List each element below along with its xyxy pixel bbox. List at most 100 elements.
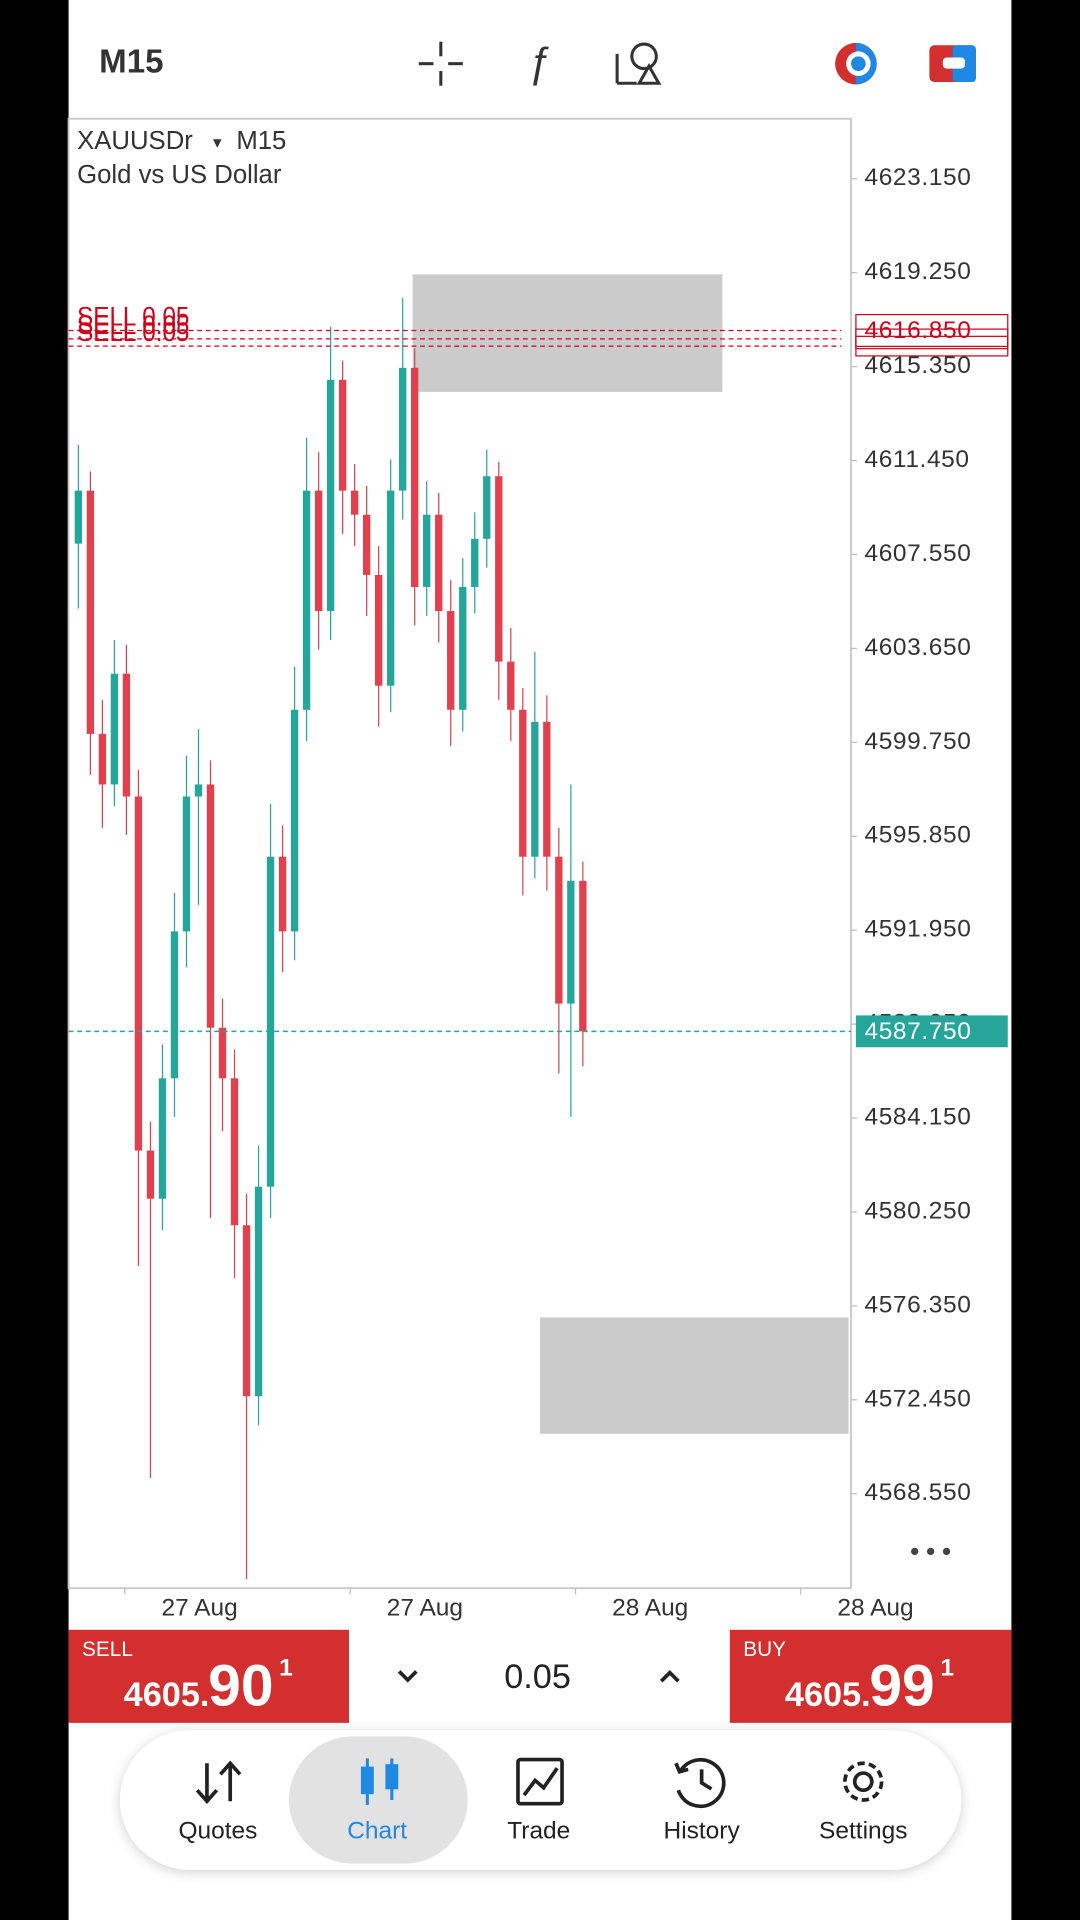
zone xyxy=(540,1317,849,1434)
candle-body xyxy=(254,1186,263,1397)
candle-body xyxy=(86,490,95,734)
candle-body xyxy=(519,709,527,857)
candle-body xyxy=(579,880,587,1032)
candle-body xyxy=(374,574,383,686)
candle-body xyxy=(471,538,479,587)
buy-button[interactable] xyxy=(729,1629,1012,1723)
candle-body xyxy=(495,476,503,662)
buy-price-main: 4605. xyxy=(785,1676,871,1714)
candle-body xyxy=(326,379,335,612)
y-tick-label: 4603.650 xyxy=(864,634,971,661)
candle-body xyxy=(74,490,83,544)
y-tick-label: 4568.550 xyxy=(864,1479,971,1506)
candle-body xyxy=(314,490,323,612)
y-tick-label: 4599.750 xyxy=(864,728,971,755)
current-price-label: 4587.750 xyxy=(864,1018,971,1045)
candle-body xyxy=(423,514,431,587)
y-tick-label: 4580.250 xyxy=(864,1197,971,1224)
history-icon[interactable] xyxy=(674,1757,726,1809)
candle-body xyxy=(302,490,311,710)
trade-nav-icon[interactable] xyxy=(516,1757,564,1806)
nav-bar xyxy=(120,1730,962,1870)
indicators-icon[interactable]: ƒ xyxy=(527,38,550,85)
x-tick-label: 28 Aug xyxy=(612,1594,688,1621)
buy-label: BUY xyxy=(743,1638,786,1661)
candle-body xyxy=(134,796,143,1151)
candle-body xyxy=(411,367,419,587)
candle-body xyxy=(194,784,203,797)
buy-price-sup: 1 xyxy=(940,1654,954,1681)
candle-body xyxy=(158,1078,167,1199)
sell-price-big: 90 xyxy=(208,1653,273,1718)
crosshair-icon[interactable] xyxy=(418,41,463,86)
y-tick-label: 4576.350 xyxy=(864,1291,971,1318)
candle-body xyxy=(338,379,347,491)
lot-decrease[interactable] xyxy=(397,1670,418,1683)
trade-icon[interactable] xyxy=(929,45,976,83)
candle-body xyxy=(290,709,299,932)
lot-size[interactable]: 0.05 xyxy=(504,1658,571,1696)
order-price-tag xyxy=(855,335,1009,357)
nav-selected xyxy=(288,1736,468,1864)
candle-body xyxy=(386,490,395,686)
nav-label[interactable]: History xyxy=(664,1817,741,1844)
quotes-icon[interactable] xyxy=(195,1760,242,1804)
order-price-label: 4616.850 xyxy=(864,317,971,344)
candle-body xyxy=(218,1027,227,1079)
x-tick-label: 27 Aug xyxy=(387,1594,463,1621)
candle-body xyxy=(266,856,275,1187)
candle-body xyxy=(543,721,551,857)
more-icon[interactable] xyxy=(911,1547,951,1556)
order-label: SELL 0.05 xyxy=(77,318,189,347)
candle-body xyxy=(483,476,491,539)
symbol-dropdown[interactable]: ▾ xyxy=(213,132,222,152)
sell-price-main: 4605. xyxy=(124,1676,210,1714)
y-tick-label: 4619.250 xyxy=(864,258,971,285)
sell-button[interactable] xyxy=(68,1629,349,1723)
y-tick-label: 4595.850 xyxy=(864,822,971,849)
candle-body xyxy=(531,721,539,857)
candle-body xyxy=(110,673,119,785)
candle-body xyxy=(399,367,407,491)
current-price-tag xyxy=(855,1015,1008,1048)
nav-label[interactable]: Chart xyxy=(347,1817,407,1844)
chart-timeframe: M15 xyxy=(236,127,286,155)
candle-body xyxy=(182,796,191,932)
chart-frame xyxy=(67,117,852,1590)
candle-body xyxy=(146,1150,155,1199)
symbol[interactable]: XAUUSDr xyxy=(77,127,193,155)
y-tick-label: 4607.550 xyxy=(864,540,971,567)
order-label: SELL 0.05 xyxy=(77,311,189,340)
candle-body xyxy=(350,490,359,515)
candle-body xyxy=(362,514,371,575)
candle-body xyxy=(98,733,107,785)
candle-body xyxy=(230,1078,239,1226)
candle-body xyxy=(507,661,515,710)
symbol-description: Gold vs US Dollar xyxy=(77,161,282,189)
candle-body xyxy=(206,784,215,1028)
settings-icon[interactable] xyxy=(843,1761,884,1802)
y-tick-label: 4615.350 xyxy=(864,352,971,379)
candle-body xyxy=(555,856,563,1004)
candle-body xyxy=(242,1225,251,1397)
candle-body xyxy=(122,673,131,797)
sell-price-sup: 1 xyxy=(279,1654,293,1681)
candle-body xyxy=(435,514,443,612)
order-label: SELL 0.05 xyxy=(77,302,189,331)
sell-label: SELL xyxy=(82,1638,133,1661)
candle-body xyxy=(278,856,287,932)
chart-icon[interactable] xyxy=(360,1758,399,1805)
lot-increase[interactable] xyxy=(659,1670,680,1683)
objects-icon[interactable] xyxy=(615,42,662,85)
candle-body xyxy=(459,586,467,710)
nav-label[interactable]: Settings xyxy=(819,1817,907,1844)
candle-body xyxy=(447,611,455,710)
timeframe-button[interactable]: M15 xyxy=(99,43,163,80)
x-tick-label: 28 Aug xyxy=(837,1594,913,1621)
account-icon[interactable] xyxy=(835,42,877,85)
nav-label[interactable]: Trade xyxy=(507,1817,570,1844)
nav-label[interactable]: Quotes xyxy=(179,1817,258,1844)
